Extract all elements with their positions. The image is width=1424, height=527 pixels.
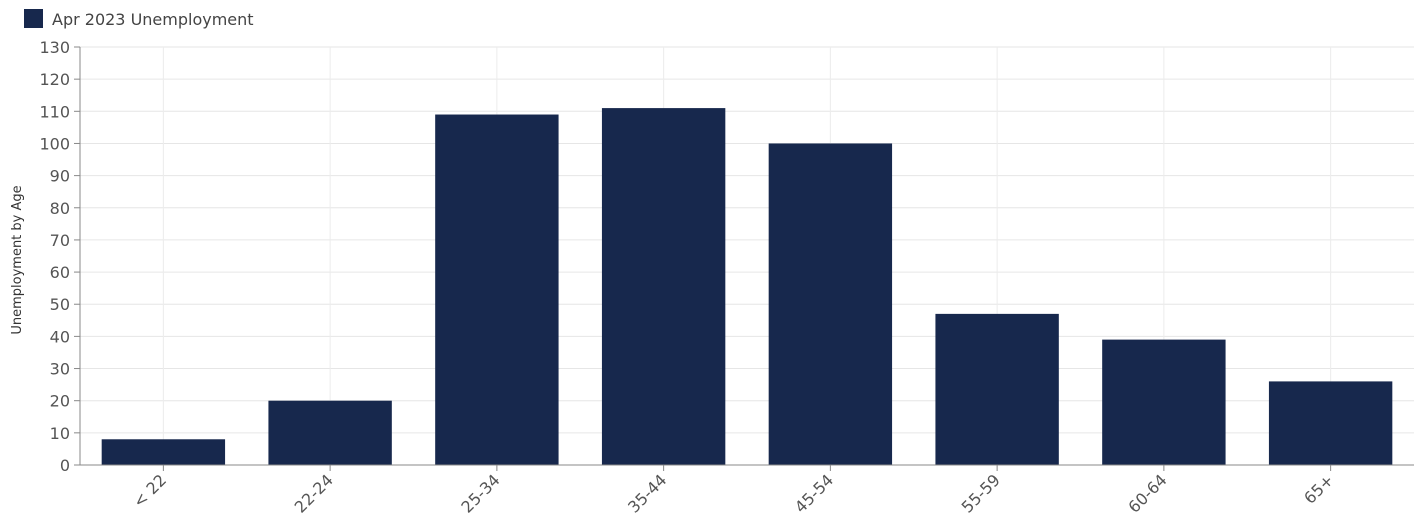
y-tick-label: 40 (50, 327, 70, 346)
bar-6064[interactable] (1102, 339, 1226, 465)
legend-swatch (24, 9, 43, 28)
x-tick-label: 25-34 (457, 470, 503, 516)
y-tick-label: 120 (39, 70, 70, 89)
bar-2534[interactable] (435, 114, 559, 466)
x-tick-label: 65+ (1300, 470, 1337, 507)
y-tick-label: 20 (50, 392, 70, 411)
y-tick-label: 70 (50, 231, 70, 250)
y-tick-label: 100 (39, 134, 70, 153)
x-tick-label: 45-54 (791, 470, 837, 516)
y-axis-title: Unemployment by Age (10, 185, 25, 334)
y-tick-label: 90 (50, 167, 70, 186)
x-tick-label: 60-64 (1124, 470, 1170, 516)
bar-3544[interactable] (601, 108, 726, 465)
bar-5559[interactable] (935, 313, 1059, 465)
y-tick-label: 110 (39, 102, 70, 121)
y-tick-label: 0 (60, 456, 70, 475)
x-tick-label: 22-24 (291, 470, 337, 516)
y-tick-label: 10 (50, 424, 70, 443)
y-tick-label: 30 (50, 360, 70, 379)
y-tick-label: 80 (50, 199, 70, 218)
legend[interactable]: Apr 2023 Unemployment (24, 9, 254, 29)
bar-2224[interactable] (268, 400, 392, 465)
bars (101, 108, 1393, 466)
x-tick-label: < 22 (129, 470, 170, 511)
bar-4554[interactable] (768, 143, 893, 465)
x-tick-label: 35-44 (624, 470, 670, 516)
bar-22[interactable] (101, 439, 226, 465)
y-tick-label: 130 (39, 38, 70, 57)
bar-65[interactable] (1268, 381, 1393, 465)
x-tick-label: 55-59 (958, 470, 1004, 516)
y-tick-label: 60 (50, 263, 70, 282)
legend-label: Apr 2023 Unemployment (52, 10, 254, 29)
y-tick-label: 50 (50, 295, 70, 314)
